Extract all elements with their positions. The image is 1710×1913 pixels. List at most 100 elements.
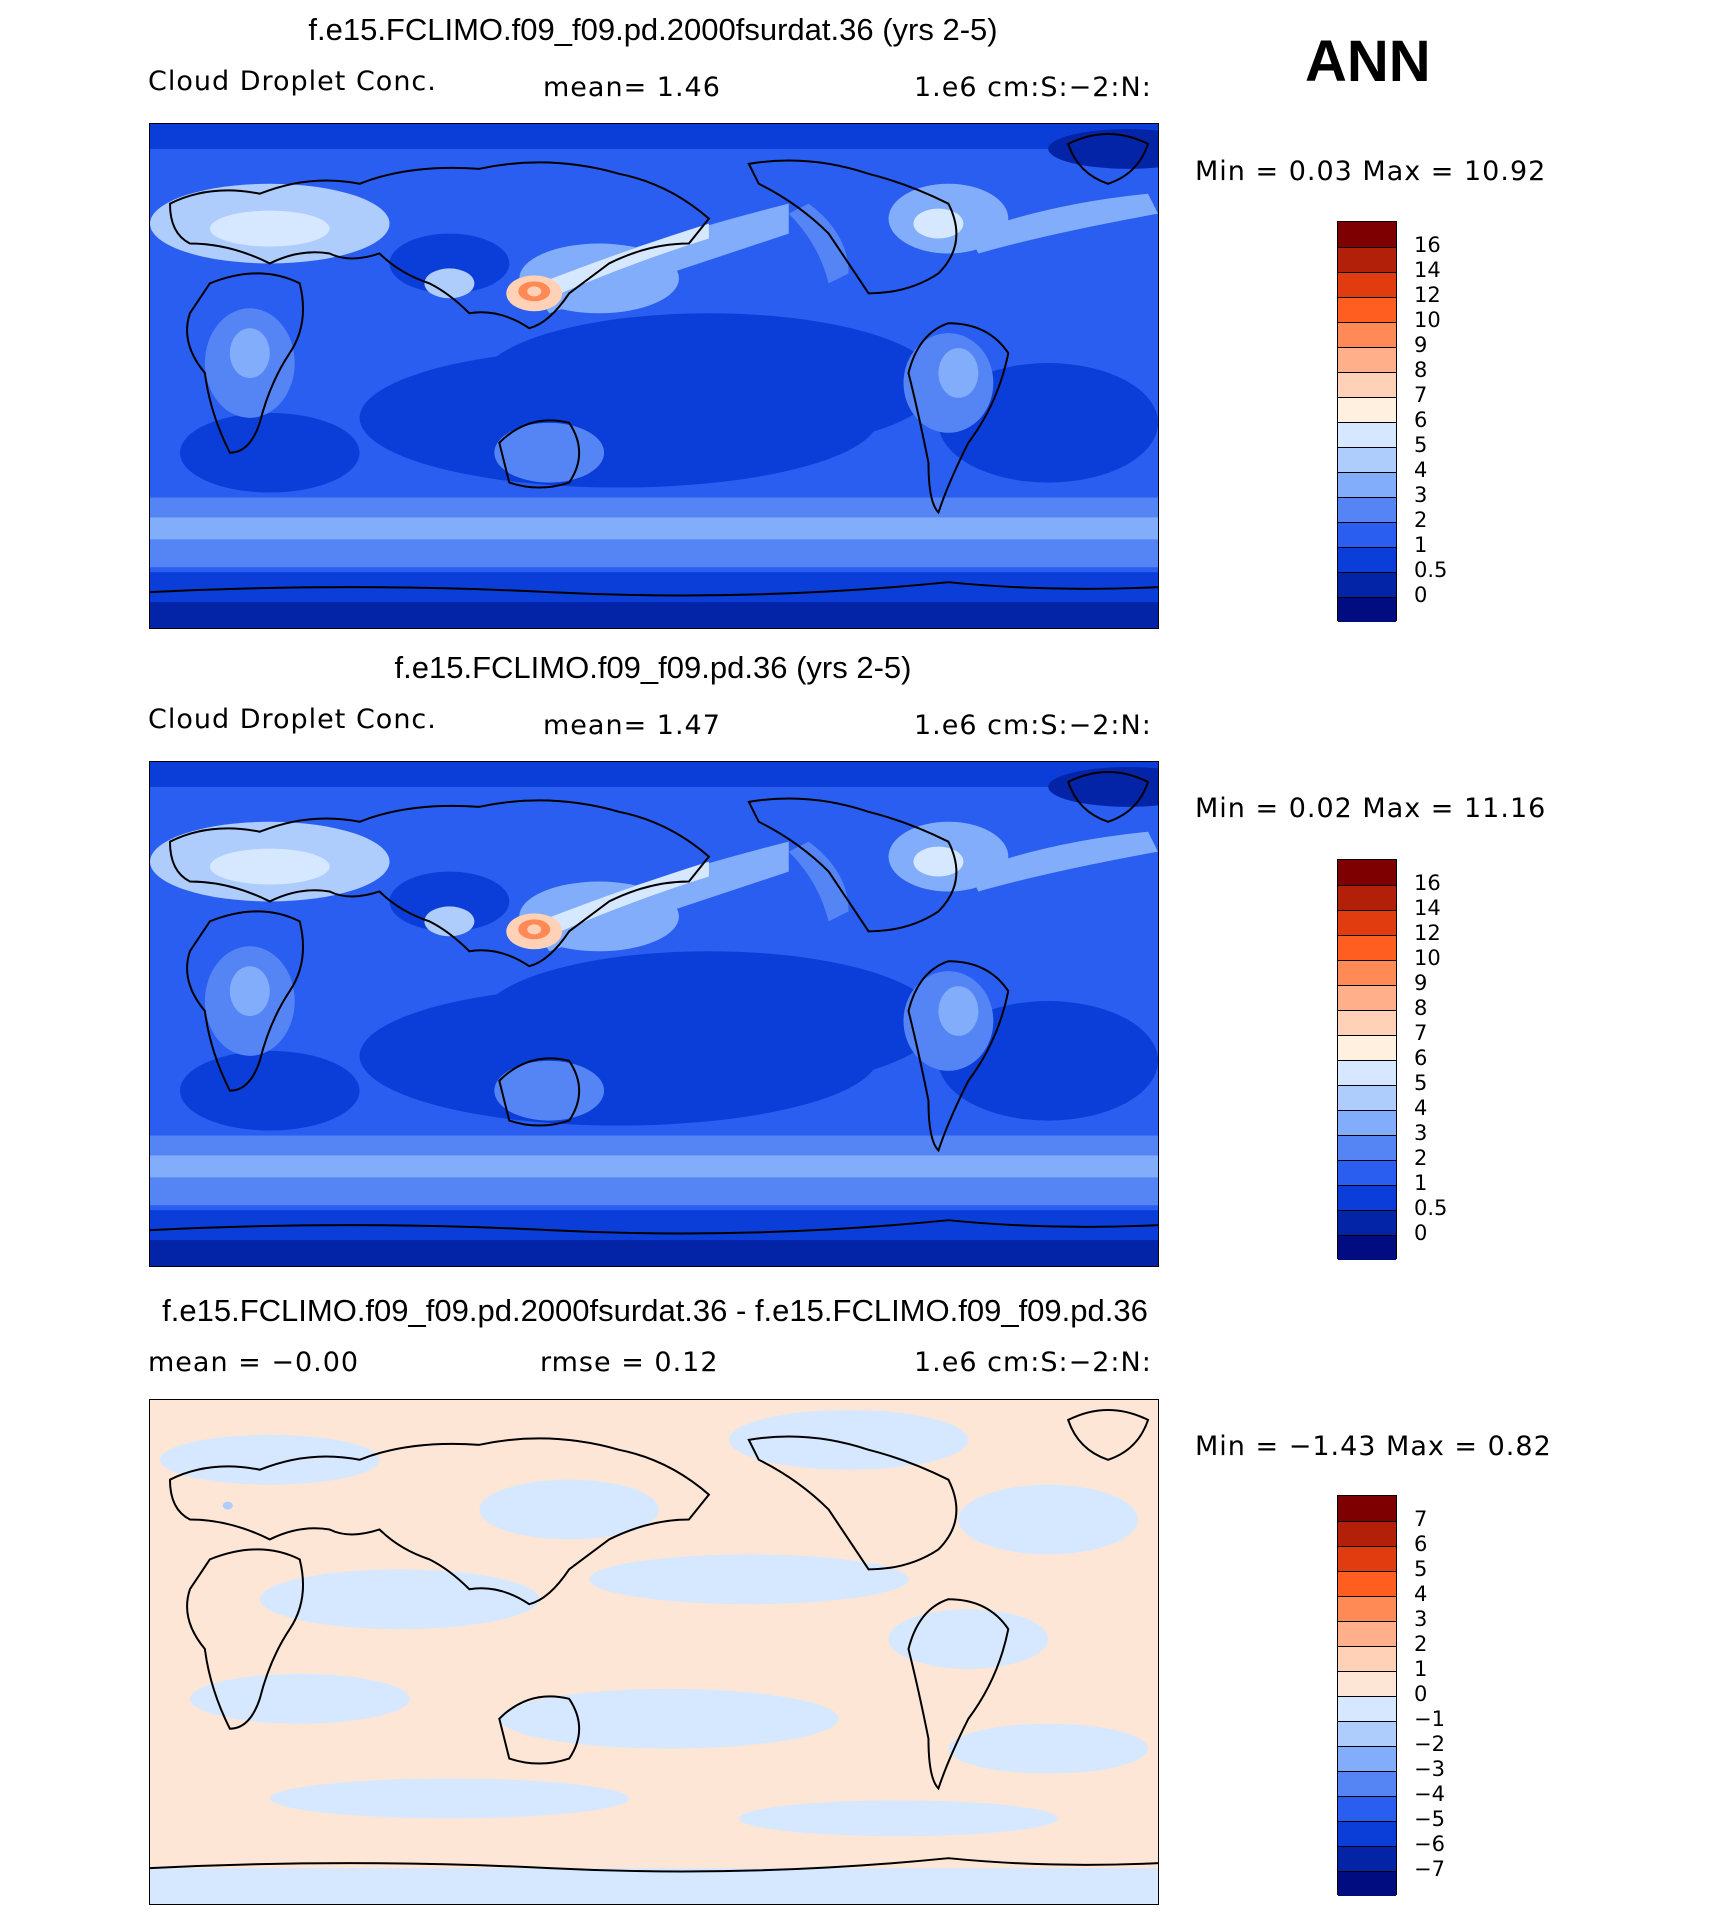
panel-1-colorbar (1337, 221, 1397, 622)
colorbar-tick-label: 7 (1414, 1507, 1428, 1531)
colorbar-tick-label: 5 (1414, 433, 1428, 457)
panel-1-map (149, 123, 1159, 629)
colorbar-swatch (1338, 447, 1396, 472)
panel-3-rmse-label: rmse = 0.12 (540, 1347, 719, 1378)
colorbar-tick-label: −2 (1414, 1732, 1445, 1756)
panel-2-colorbar-labels: 16 14 12 10 9 8 7 6 5 4 3 2 1 0.5 0 (1414, 871, 1447, 1246)
colorbar-swatch (1338, 222, 1396, 247)
colorbar-swatch (1338, 297, 1396, 322)
colorbar-tick-label: 10 (1414, 946, 1441, 970)
panel-1-mean-label: mean= 1.46 (543, 72, 721, 103)
colorbar-tick-label: 9 (1414, 971, 1428, 995)
colorbar-swatch (1338, 1160, 1396, 1185)
colorbar-swatch (1338, 1671, 1396, 1696)
colorbar-tick-label: 12 (1414, 283, 1441, 307)
colorbar-swatch (1338, 472, 1396, 497)
colorbar-swatch (1338, 1646, 1396, 1671)
panel-3-title: f.e15.FCLIMO.f09_f09.pd.2000fsurdat.36 -… (162, 1293, 1148, 1328)
colorbar-swatch (1338, 1871, 1396, 1896)
colorbar-swatch (1338, 347, 1396, 372)
colorbar-swatch (1338, 985, 1396, 1010)
colorbar-tick-label: 0 (1414, 1682, 1428, 1706)
colorbar-swatch (1338, 522, 1396, 547)
panel-3-map (149, 1399, 1159, 1905)
panel-2-mean-label: mean= 1.47 (543, 710, 721, 741)
colorbar-swatch (1338, 1821, 1396, 1846)
panel-2-min-max: Min = 0.02 Max = 11.16 (1195, 793, 1547, 824)
colorbar-tick-label: −3 (1414, 1757, 1445, 1781)
colorbar-tick-label: 14 (1414, 258, 1441, 282)
colorbar-swatch (1338, 1085, 1396, 1110)
colorbar-tick-label: 0 (1414, 583, 1428, 607)
colorbar-swatch (1338, 1771, 1396, 1796)
colorbar-tick-label: 5 (1414, 1557, 1428, 1581)
colorbar-swatch (1338, 960, 1396, 985)
colorbar-swatch (1338, 1496, 1396, 1521)
colorbar-swatch (1338, 1185, 1396, 1210)
colorbar-tick-label: 0.5 (1414, 558, 1448, 582)
panel-2-variable-label: Cloud Droplet Conc. (148, 704, 437, 735)
colorbar-tick-label: 2 (1414, 1146, 1428, 1170)
panel-1-title: f.e15.FCLIMO.f09_f09.pd.2000fsurdat.36 (… (308, 12, 998, 47)
colorbar-swatch (1338, 322, 1396, 347)
panel-3-colorbar-labels: 7 6 5 4 3 2 1 0 −1 −2 −3 −4 −5 −6 −7 (1414, 1507, 1445, 1882)
colorbar-swatch (1338, 1721, 1396, 1746)
colorbar-tick-label: 4 (1414, 1096, 1428, 1120)
panel-3-colorbar (1337, 1495, 1397, 1896)
colorbar-tick-label: 16 (1414, 871, 1441, 895)
colorbar-swatch (1338, 572, 1396, 597)
colorbar-swatch (1338, 1035, 1396, 1060)
colorbar-swatch (1338, 547, 1396, 572)
colorbar-swatch (1338, 860, 1396, 885)
colorbar-tick-label: 10 (1414, 308, 1441, 332)
colorbar-tick-label: 1 (1414, 1171, 1428, 1195)
colorbar-tick-label: 9 (1414, 333, 1428, 357)
panel-2-colorbar (1337, 859, 1397, 1260)
colorbar-swatch (1338, 885, 1396, 910)
season-label: ANN (1305, 29, 1431, 94)
colorbar-tick-label: 8 (1414, 996, 1428, 1020)
colorbar-swatch (1338, 1571, 1396, 1596)
colorbar-swatch (1338, 910, 1396, 935)
colorbar-tick-label: 7 (1414, 383, 1428, 407)
colorbar-swatch (1338, 1546, 1396, 1571)
colorbar-tick-label: 6 (1414, 1532, 1428, 1556)
colorbar-swatch (1338, 497, 1396, 522)
panel-2-contour-field (150, 762, 1158, 1266)
colorbar-swatch (1338, 1060, 1396, 1085)
colorbar-tick-label: 6 (1414, 1046, 1428, 1070)
colorbar-tick-label: 0.5 (1414, 1196, 1448, 1220)
panel-3-min-max: Min = −1.43 Max = 0.82 (1195, 1431, 1552, 1462)
colorbar-swatch (1338, 935, 1396, 960)
colorbar-tick-label: 16 (1414, 233, 1441, 257)
colorbar-swatch (1338, 272, 1396, 297)
colorbar-tick-label: 1 (1414, 1657, 1428, 1681)
colorbar-swatch (1338, 372, 1396, 397)
colorbar-swatch (1338, 1010, 1396, 1035)
colorbar-tick-label: 0 (1414, 1221, 1428, 1245)
colorbar-swatch (1338, 247, 1396, 272)
colorbar-tick-label: 2 (1414, 1632, 1428, 1656)
panel-3-mean-label: mean = −0.00 (148, 1347, 360, 1378)
colorbar-swatch (1338, 1621, 1396, 1646)
colorbar-tick-label: 8 (1414, 358, 1428, 382)
colorbar-swatch (1338, 422, 1396, 447)
colorbar-swatch (1338, 1696, 1396, 1721)
colorbar-swatch (1338, 1110, 1396, 1135)
panel-1-min-max: Min = 0.03 Max = 10.92 (1195, 156, 1547, 187)
colorbar-tick-label: −4 (1414, 1782, 1445, 1806)
colorbar-tick-label: 3 (1414, 1121, 1428, 1145)
colorbar-tick-label: 4 (1414, 458, 1428, 482)
colorbar-swatch (1338, 1210, 1396, 1235)
colorbar-tick-label: −7 (1414, 1857, 1445, 1881)
colorbar-swatch (1338, 1796, 1396, 1821)
colorbar-swatch (1338, 1596, 1396, 1621)
panel-1-contour-field (150, 124, 1158, 628)
colorbar-swatch (1338, 1521, 1396, 1546)
panel-2-map (149, 761, 1159, 1267)
panel-2-units-label: 1.e6 cm:S:−2:N: (914, 710, 1152, 741)
colorbar-tick-label: 5 (1414, 1071, 1428, 1095)
colorbar-tick-label: −6 (1414, 1832, 1445, 1856)
colorbar-tick-label: 2 (1414, 508, 1428, 532)
panel-2-title: f.e15.FCLIMO.f09_f09.pd.36 (yrs 2-5) (394, 650, 912, 685)
